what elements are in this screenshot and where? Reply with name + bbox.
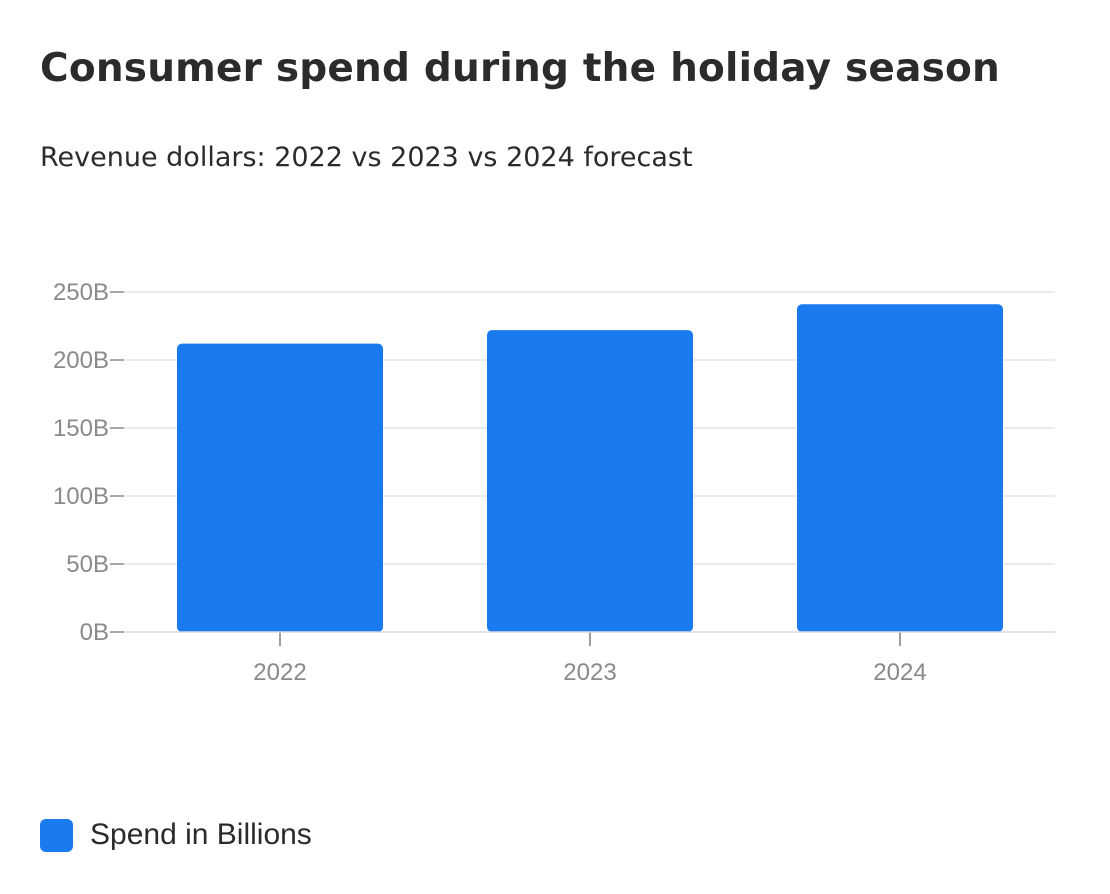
legend-swatch: [40, 818, 73, 852]
x-tick-label: 2023: [563, 659, 616, 686]
x-tick-label: 2022: [253, 659, 306, 686]
legend: Spend in Billions: [40, 818, 312, 852]
y-tick-label: 0B: [80, 619, 109, 646]
y-tick-label: 150B: [53, 415, 109, 442]
axes: 0B 50B 100B 150B 200B 250B 2022 2023 2024: [53, 279, 1055, 686]
bars: [177, 304, 1003, 632]
y-tick-label: 200B: [53, 347, 109, 374]
chart-title: Consumer spend during the holiday season: [40, 46, 1000, 91]
x-tick-label: 2024: [873, 659, 926, 686]
bar-2024: [797, 304, 1003, 632]
chart-subtitle: Revenue dollars: 2022 vs 2023 vs 2024 fo…: [40, 142, 693, 173]
y-tick-label: 100B: [53, 483, 109, 510]
y-tick-label: 250B: [53, 279, 109, 306]
bar-2022: [177, 343, 383, 632]
bar-2023: [487, 330, 693, 632]
legend-label: Spend in Billions: [90, 818, 312, 851]
y-tick-label: 50B: [66, 551, 109, 578]
